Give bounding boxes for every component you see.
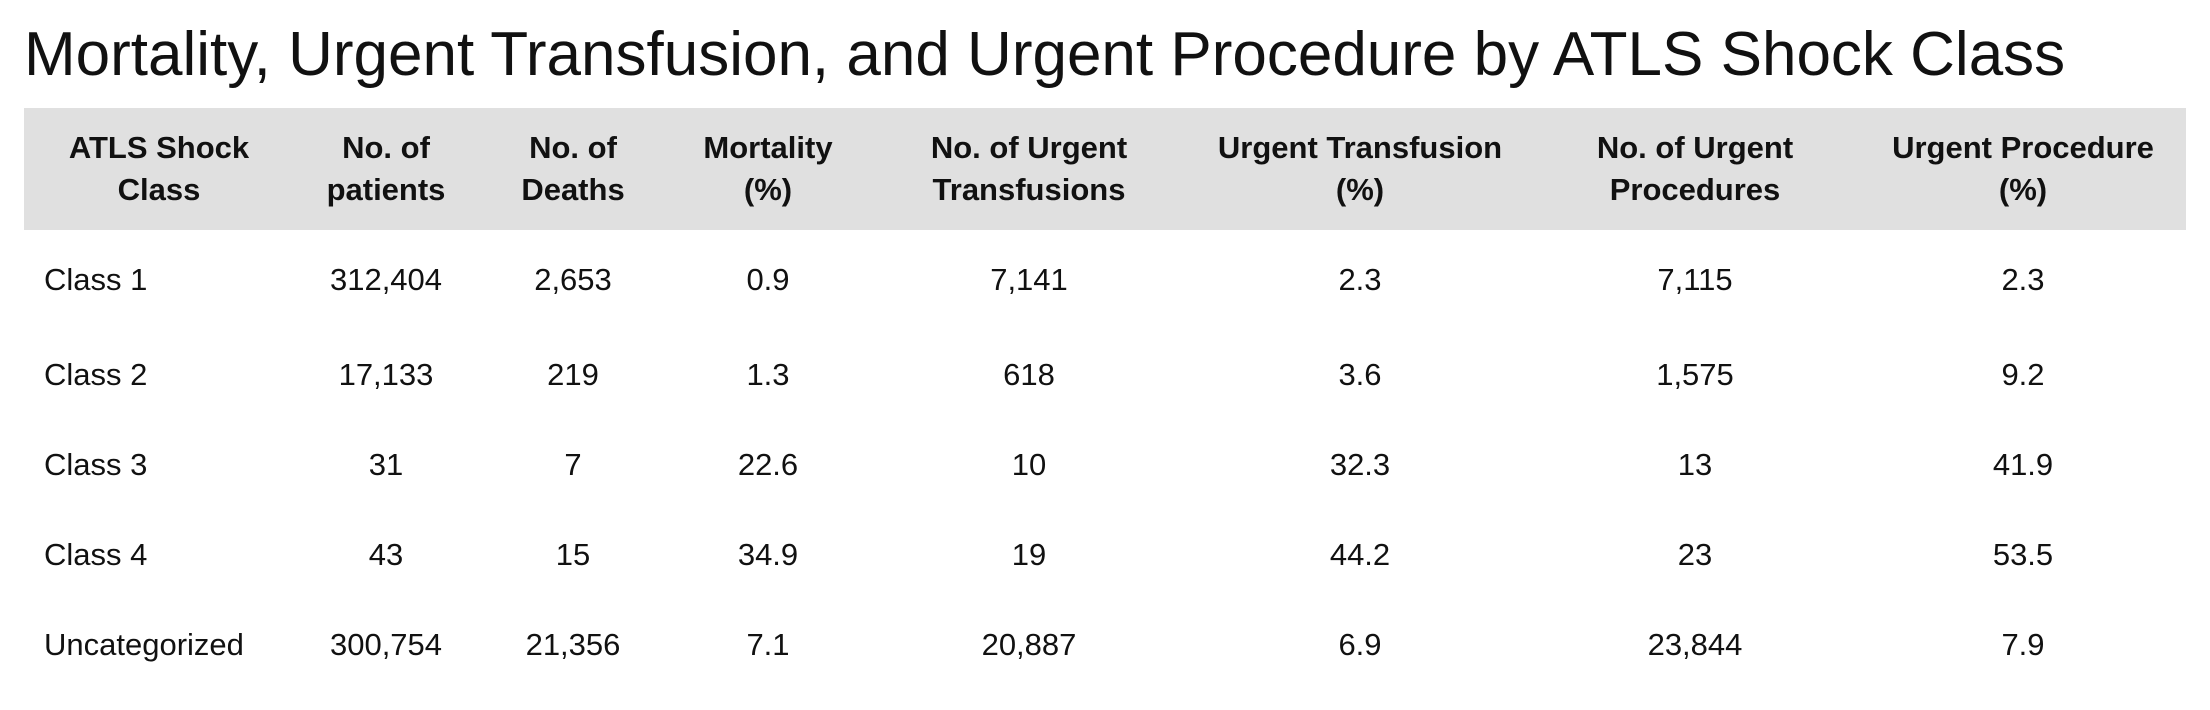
cell-mortality: 34.9 xyxy=(737,537,799,572)
header-line: No. of xyxy=(529,130,617,165)
header-line: Transfusions xyxy=(932,172,1126,207)
header-line: (%) xyxy=(743,172,793,207)
header-shock-class: ATLS Shock Class xyxy=(24,108,294,230)
cell-deaths: 7 xyxy=(564,447,582,482)
cell-urgent-procedure-pct: 53.5 xyxy=(1992,537,2054,572)
cell-urgent-procedures: 23 xyxy=(1677,537,1713,572)
header-urgent-transfusions: No. of Urgent Transfusions xyxy=(868,108,1190,230)
table-row: Class 1 312,404 2,653 0.9 7,141 2.3 7,11… xyxy=(24,230,2186,330)
header-line: patients xyxy=(326,172,446,207)
header-line: ATLS Shock xyxy=(68,130,250,165)
cell-urgent-transfusion-pct: 6.9 xyxy=(1338,627,1382,662)
header-line: Procedures xyxy=(1609,172,1781,207)
header-mortality: Mortality (%) xyxy=(668,108,868,230)
table-row: Class 2 17,133 219 1.3 618 3.6 1,575 9.2 xyxy=(24,330,2186,420)
header-line: Urgent Procedure xyxy=(1892,130,2154,165)
cell-urgent-transfusions: 10 xyxy=(1011,447,1047,482)
shock-class-table: ATLS Shock Class No. of patients No. of … xyxy=(24,108,2186,690)
cell-patients: 312,404 xyxy=(329,262,443,297)
header-line: (%) xyxy=(1998,172,2048,207)
cell-urgent-procedure-pct: 7.9 xyxy=(2001,627,2045,662)
header-line: (%) xyxy=(1335,172,1385,207)
header-deaths: No. of Deaths xyxy=(478,108,668,230)
header-urgent-transfusion-pct: Urgent Transfusion (%) xyxy=(1190,108,1530,230)
cell-shock-class: Class 1 xyxy=(44,262,148,297)
cell-urgent-procedures: 7,115 xyxy=(1657,262,1733,297)
cell-deaths: 21,356 xyxy=(525,627,621,662)
cell-patients: 300,754 xyxy=(329,627,443,662)
cell-shock-class: Class 4 xyxy=(44,537,148,572)
cell-urgent-procedure-pct: 9.2 xyxy=(2001,357,2045,392)
cell-urgent-procedures: 13 xyxy=(1677,447,1713,482)
header-line: No. of Urgent xyxy=(1596,130,1794,165)
cell-mortality: 0.9 xyxy=(746,262,790,297)
cell-mortality: 1.3 xyxy=(746,357,790,392)
header-line: Class xyxy=(117,172,201,207)
header-line: No. of xyxy=(342,130,430,165)
header-row: ATLS Shock Class No. of patients No. of … xyxy=(24,108,2186,230)
cell-deaths: 219 xyxy=(547,357,599,392)
cell-urgent-transfusion-pct: 32.3 xyxy=(1329,447,1391,482)
cell-urgent-procedures: 1,575 xyxy=(1656,357,1734,392)
cell-patients: 31 xyxy=(368,447,404,482)
table-row: Uncategorized 300,754 21,356 7.1 20,887 … xyxy=(24,600,2186,690)
table-row: Class 3 31 7 22.6 10 32.3 13 41.9 xyxy=(24,420,2186,510)
cell-urgent-procedures: 23,844 xyxy=(1647,627,1743,662)
cell-urgent-transfusion-pct: 3.6 xyxy=(1338,357,1382,392)
cell-deaths: 2,653 xyxy=(534,262,612,297)
cell-patients: 43 xyxy=(368,537,404,572)
header-patients: No. of patients xyxy=(294,108,478,230)
cell-shock-class: Class 3 xyxy=(44,447,148,482)
table-body: Class 1 312,404 2,653 0.9 7,141 2.3 7,11… xyxy=(24,230,2186,690)
cell-patients: 17,133 xyxy=(338,357,434,392)
header-line: Mortality xyxy=(703,130,833,165)
header-line: Deaths xyxy=(521,172,625,207)
cell-urgent-transfusions: 618 xyxy=(1003,357,1055,392)
table-title: Mortality, Urgent Transfusion, and Urgen… xyxy=(24,20,2066,89)
table-header: ATLS Shock Class No. of patients No. of … xyxy=(24,108,2186,230)
cell-deaths: 15 xyxy=(555,537,591,572)
cell-urgent-procedure-pct: 2.3 xyxy=(2001,262,2045,297)
cell-shock-class: Class 2 xyxy=(44,357,148,392)
cell-mortality: 22.6 xyxy=(737,447,799,482)
cell-urgent-transfusions: 7,141 xyxy=(990,262,1068,297)
header-urgent-procedure-pct: Urgent Procedure (%) xyxy=(1860,108,2186,230)
table-row: Class 4 43 15 34.9 19 44.2 23 53.5 xyxy=(24,510,2186,600)
cell-urgent-transfusion-pct: 2.3 xyxy=(1338,262,1382,297)
header-line: No. of Urgent xyxy=(930,130,1128,165)
header-line: Urgent Transfusion xyxy=(1217,130,1503,165)
header-urgent-procedures: No. of Urgent Procedures xyxy=(1530,108,1860,230)
cell-shock-class: Uncategorized xyxy=(44,627,244,662)
cell-urgent-transfusions: 19 xyxy=(1011,537,1047,572)
cell-urgent-transfusion-pct: 44.2 xyxy=(1329,537,1391,572)
cell-urgent-procedure-pct: 41.9 xyxy=(1992,447,2054,482)
cell-urgent-transfusions: 20,887 xyxy=(981,627,1077,662)
cell-mortality: 7.1 xyxy=(746,627,790,662)
